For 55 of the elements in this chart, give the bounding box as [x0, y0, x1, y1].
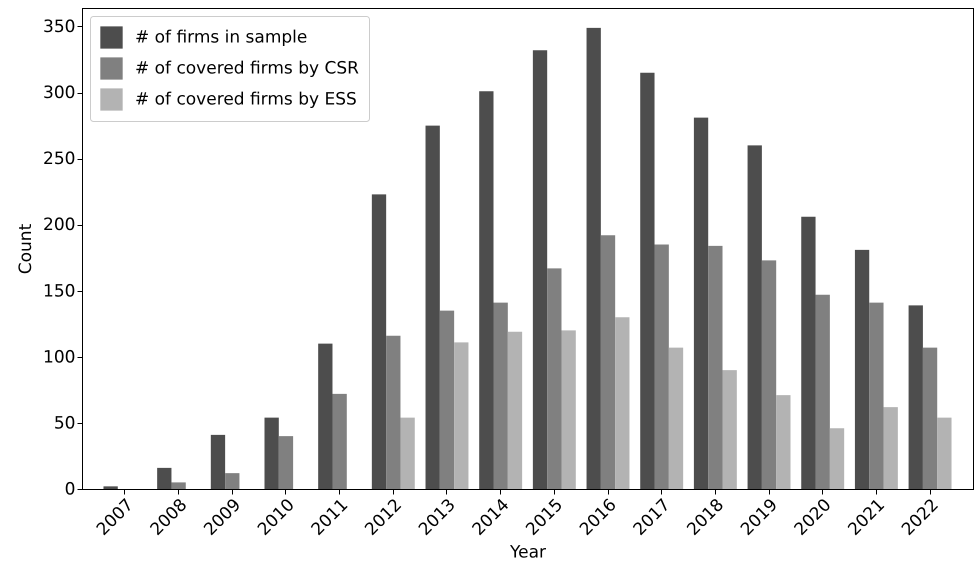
bar	[615, 317, 630, 489]
bar	[210, 434, 226, 489]
bar	[332, 394, 347, 489]
bar	[454, 342, 468, 489]
bar	[694, 118, 708, 489]
bar	[547, 268, 562, 489]
legend-label: # of covered firms by ESS	[135, 90, 357, 110]
bar	[318, 344, 332, 489]
bar	[278, 436, 294, 489]
bar	[386, 336, 400, 489]
bar	[264, 418, 279, 489]
bar	[908, 305, 923, 489]
bar	[600, 235, 616, 489]
bar	[440, 310, 454, 489]
bar	[816, 294, 830, 489]
bar	[708, 246, 723, 489]
bar	[654, 244, 669, 489]
bar	[776, 395, 791, 489]
bar	[561, 330, 576, 489]
bar	[479, 91, 494, 489]
bar	[748, 145, 762, 489]
bar	[869, 302, 884, 489]
bar	[854, 250, 870, 489]
bar	[532, 50, 548, 489]
x-axis-title: Year	[509, 542, 546, 562]
bar	[426, 126, 440, 489]
bar	[937, 418, 952, 489]
legend-label: # of covered firms by CSR	[135, 58, 360, 78]
y-tick-label: 50	[54, 413, 76, 434]
bar	[801, 216, 816, 489]
legend-label: # of firms in sample	[135, 28, 308, 48]
bar	[171, 482, 186, 489]
bar	[922, 348, 938, 489]
bar	[722, 370, 737, 489]
bar	[586, 28, 601, 489]
bar	[668, 348, 684, 489]
bar	[762, 260, 776, 489]
y-tick-label: 150	[43, 281, 76, 302]
y-tick-label: 0	[64, 480, 76, 500]
y-tick-label: 100	[43, 347, 76, 368]
y-tick-label: 250	[43, 149, 76, 170]
y-axis-title: Count	[16, 223, 36, 274]
bar	[225, 473, 240, 489]
bar	[372, 194, 386, 489]
y-tick-label: 300	[43, 83, 76, 104]
bar	[494, 302, 508, 489]
bar	[103, 486, 118, 489]
y-tick-label: 350	[43, 17, 76, 37]
bar	[157, 468, 172, 489]
bar	[884, 407, 898, 489]
bar	[508, 332, 522, 489]
bar	[830, 428, 844, 489]
bar	[400, 418, 415, 489]
bar	[640, 72, 655, 489]
y-tick-label: 200	[43, 215, 76, 236]
